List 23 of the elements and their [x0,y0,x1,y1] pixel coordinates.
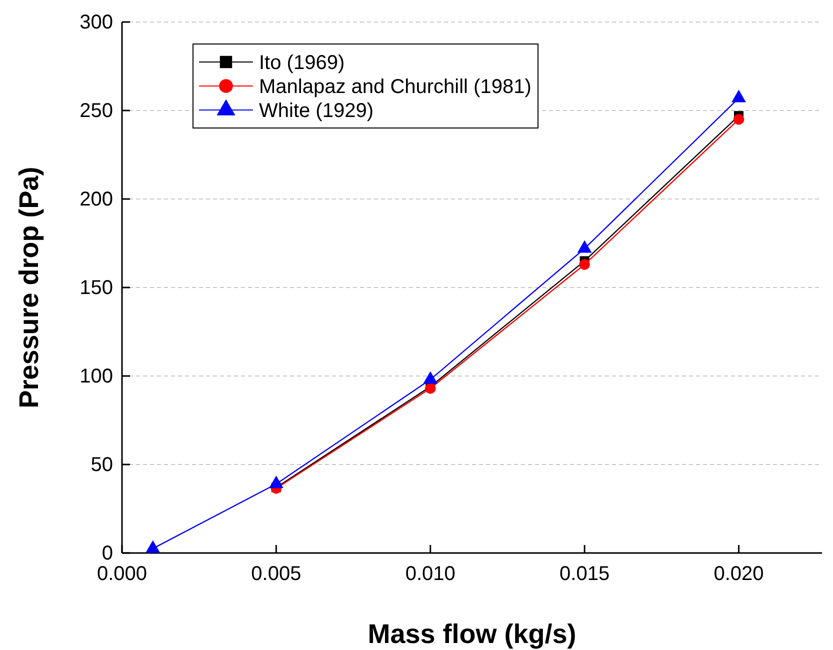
point [423,371,438,384]
y-tick-label: 100 [80,365,113,388]
legend-label: Manlapaz and Churchill (1981) [259,76,532,98]
legend-label: Ito (1969) [259,52,345,74]
point [579,259,590,270]
y-axis-title: Pressure drop (Pa) [14,166,44,408]
y-tick-label: 0 [102,542,113,564]
y-tick-label: 200 [80,188,113,210]
x-tick-label: 0.010 [405,563,456,585]
x-axis-title: Mass flow (kg/s) [368,619,576,649]
y-tick-label: 50 [90,454,113,476]
point [425,383,436,394]
y-tick-label: 150 [80,276,113,299]
x-tick-label: 0.005 [251,563,302,585]
x-tick-label: 0.020 [714,563,764,585]
y-tick-label: 250 [80,100,113,122]
y-tick-label: 300 [80,11,113,34]
point [733,114,744,125]
point [146,540,160,553]
x-tick-label: 0.000 [96,563,148,585]
x-tick-label: 0.015 [560,563,610,585]
point [268,476,284,488]
legend-label: White (1929) [259,100,374,122]
